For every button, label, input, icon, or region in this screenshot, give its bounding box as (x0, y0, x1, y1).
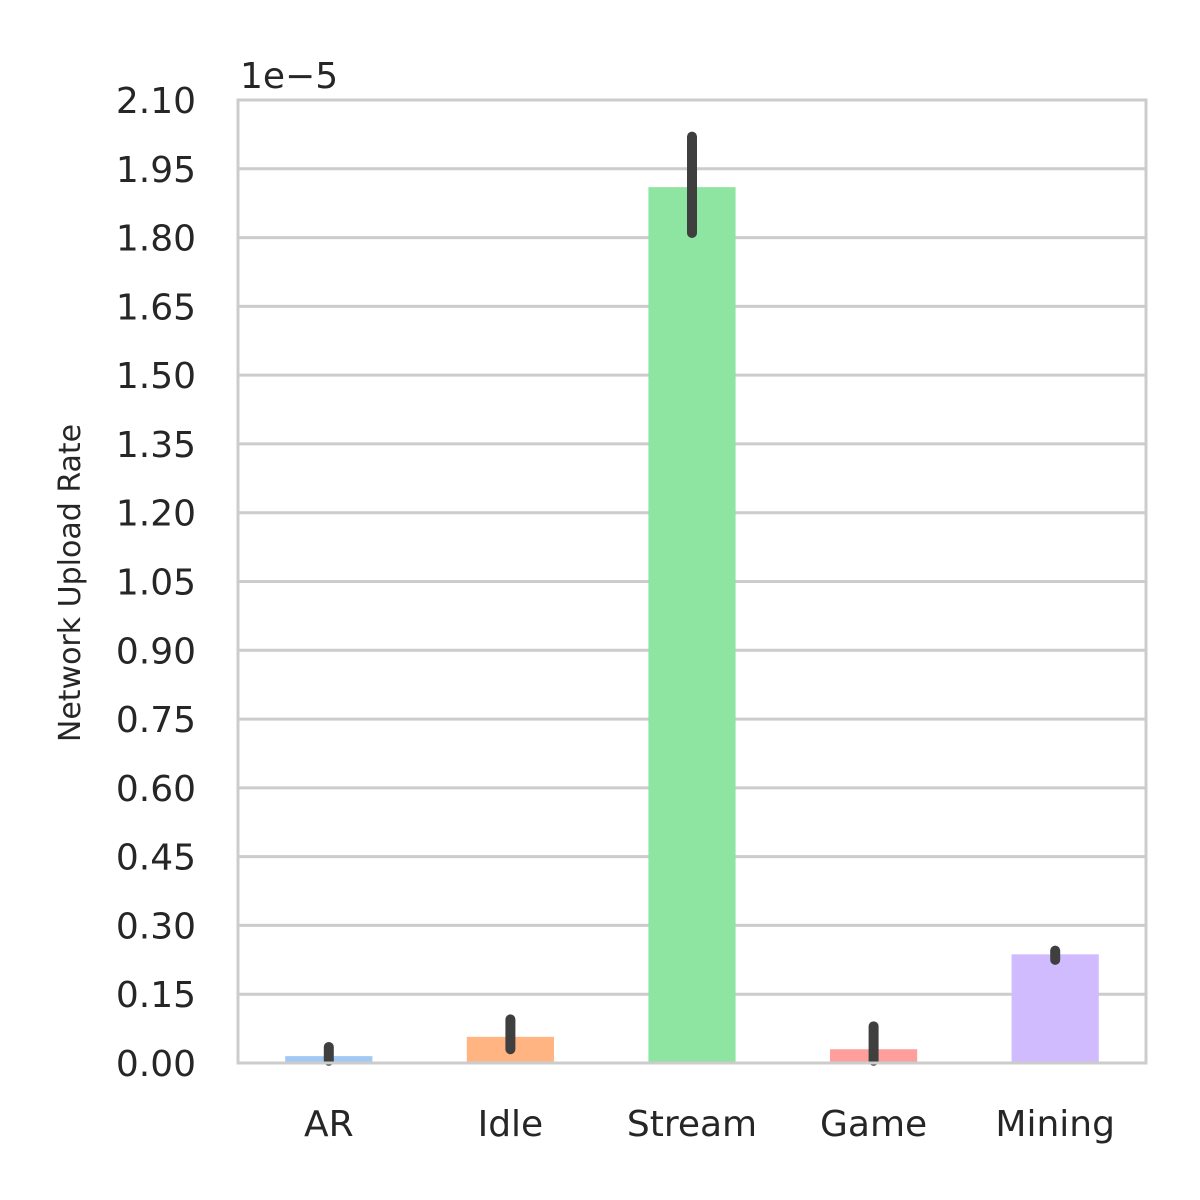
y-tick-label: 1.50 (116, 356, 196, 397)
y-tick-label: 0.45 (116, 838, 196, 879)
y-tick-label: 1.35 (116, 425, 196, 466)
x-tick-labels: AR Idle Stream Game Mining (304, 1104, 1115, 1145)
y-tick-label: 2.10 (116, 81, 196, 122)
y-tick-labels: 0.00 0.15 0.30 0.45 0.60 0.75 0.90 1.05 1.20 1.35… (116, 81, 196, 1085)
y-tick-label: 0.60 (116, 769, 196, 810)
y-tick-label: 0.90 (116, 631, 196, 672)
y-tick-label: 0.75 (116, 700, 196, 741)
plot-frame (236, 98, 1148, 1065)
y-axis-label: Network Upload Rate (53, 424, 88, 742)
bar-mining (1011, 954, 1099, 1063)
y-tick-label: 0.30 (116, 906, 196, 947)
y-offset-label: 1e−5 (240, 56, 338, 97)
y-tick-label: 0.00 (116, 1044, 196, 1085)
y-tick-label: 1.80 (116, 219, 196, 260)
x-tick-label: Stream (627, 1104, 757, 1145)
y-tick-label: 0.15 (116, 975, 196, 1016)
y-tick-label: 1.05 (116, 563, 196, 604)
bars (285, 187, 1099, 1064)
x-tick-label: Mining (995, 1104, 1115, 1145)
x-tick-label: Game (820, 1104, 927, 1145)
y-tick-label: 1.65 (116, 287, 196, 328)
error-bars (323, 131, 1061, 1066)
x-tick-label: AR (304, 1104, 354, 1145)
y-tick-label: 1.20 (116, 494, 196, 535)
y-tick-label: 1.95 (116, 150, 196, 191)
x-tick-label: Idle (478, 1104, 544, 1145)
bar-stream (648, 187, 736, 1064)
